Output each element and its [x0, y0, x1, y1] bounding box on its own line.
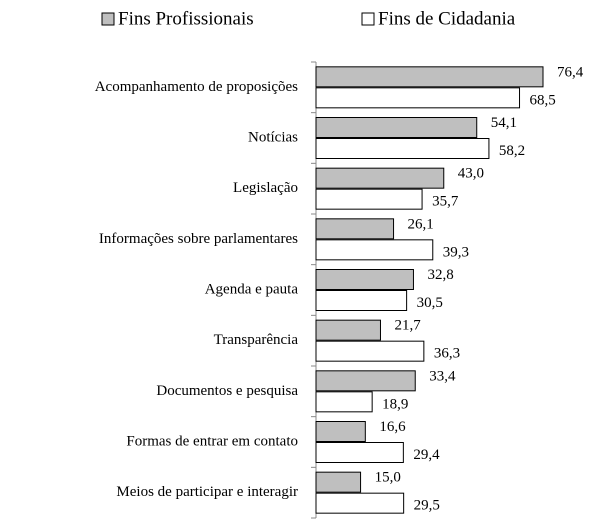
data-label: 43,0 [458, 166, 484, 182]
data-label: 21,7 [394, 318, 421, 334]
data-label: 29,5 [414, 498, 440, 514]
bar [315, 167, 445, 189]
y-tick-label: Legislação [233, 180, 298, 196]
bar [315, 442, 404, 463]
data-label: 54,1 [491, 115, 517, 131]
y-tick-label: Formas de entrar em contato [126, 433, 298, 449]
y-tick-label: Notícias [248, 129, 298, 145]
legend-label: Fins Profissionais [118, 8, 254, 29]
legend-label: Fins de Cidadania [378, 8, 516, 29]
legend-swatch [101, 12, 115, 26]
data-label: 76,4 [557, 64, 584, 80]
y-tick-label: Agenda e pauta [205, 281, 299, 297]
bar [315, 421, 366, 442]
bar [315, 188, 423, 210]
data-label: 29,4 [413, 447, 440, 463]
bar [315, 117, 478, 138]
data-label: 68,5 [530, 92, 556, 108]
bar [315, 391, 373, 413]
data-label: 39,3 [443, 244, 469, 260]
legend: Fins Profissionais Fins de Cidadania [101, 8, 516, 29]
data-label: 35,7 [432, 194, 459, 210]
data-label: 15,0 [375, 470, 401, 486]
bar [315, 370, 416, 392]
bar [315, 66, 544, 88]
bar [315, 340, 425, 362]
bar [315, 239, 434, 261]
y-tick-label: Transparência [214, 332, 299, 348]
bar [315, 492, 405, 514]
bar [315, 290, 408, 311]
data-label: 26,1 [408, 216, 434, 232]
y-tick-label: Acompanhamento de proposições [95, 79, 298, 95]
bar [315, 319, 381, 341]
bar [315, 269, 414, 290]
data-label: 18,9 [382, 396, 408, 412]
data-label: 58,2 [499, 143, 525, 159]
data-label: 16,6 [379, 419, 406, 435]
data-label: 30,5 [417, 295, 443, 311]
data-label: 33,4 [429, 368, 456, 384]
legend-swatch [361, 12, 375, 26]
y-tick-label: Documentos e pesquisa [156, 383, 298, 399]
y-tick-label: Informações sobre parlamentares [99, 231, 298, 247]
data-label: 36,3 [434, 346, 460, 362]
bar [315, 218, 395, 240]
y-tick-label: Meios de participar e interagir [116, 484, 298, 500]
bar [315, 87, 521, 109]
data-label: 32,8 [427, 267, 453, 283]
bar [315, 471, 362, 493]
bar [315, 138, 490, 159]
